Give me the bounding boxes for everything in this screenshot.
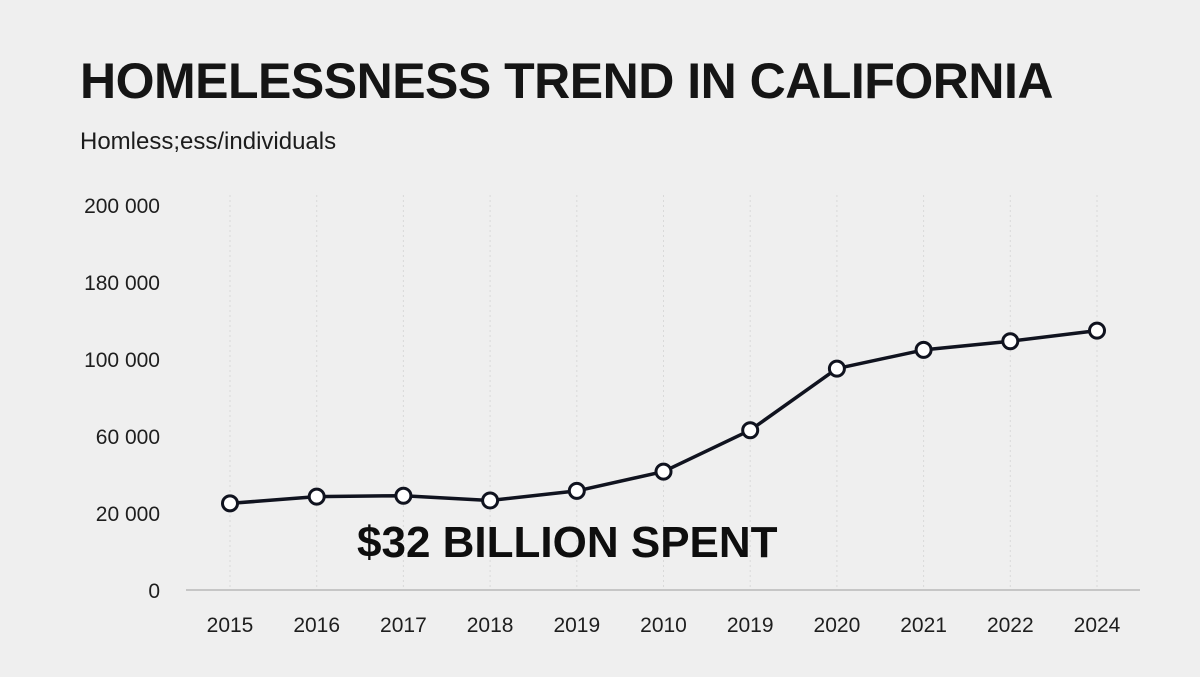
- y-tick-label: 0: [148, 580, 160, 603]
- x-axis-ticks: 2015 2016 2017 2018 2019 2010 2019 2020 2021 2022…: [207, 614, 1121, 637]
- x-tick-label: 2019: [727, 614, 774, 637]
- y-tick-label: 200 000: [84, 195, 160, 218]
- data-point: [481, 491, 500, 510]
- data-point: [221, 494, 239, 513]
- y-tick-label: 100 000: [84, 349, 160, 372]
- data-point: [307, 487, 326, 506]
- x-tick-label: 2016: [293, 614, 340, 637]
- data-point: [1001, 332, 1020, 351]
- y-tick-label: 20 000: [96, 503, 160, 526]
- x-tick-label: 2018: [467, 614, 514, 637]
- x-tick-label: 2010: [640, 614, 687, 637]
- spending-annotation: $32 BILLION SPENT: [357, 518, 778, 567]
- data-point: [741, 421, 760, 440]
- data-point: [654, 462, 673, 481]
- data-point: [1088, 321, 1106, 340]
- chart-title: HOMELESSNESS TREND IN CALIFORNIA: [80, 53, 1053, 109]
- y-axis-label: Homless;ess/individuals: [80, 128, 337, 155]
- data-point: [827, 359, 846, 378]
- data-point: [914, 340, 933, 359]
- x-tick-label: 2017: [380, 614, 427, 637]
- data-point: [394, 486, 413, 505]
- y-tick-label: 180 000: [84, 272, 160, 295]
- x-tick-label: 2015: [207, 614, 254, 637]
- grid-layer: [229, 195, 1098, 590]
- y-axis-ticks: 0 20 000 60 000 100 000 180 000 200 000: [84, 195, 160, 603]
- marker-layer: [221, 321, 1106, 513]
- x-tick-label: 2020: [814, 614, 861, 637]
- x-tick-label: 2022: [987, 614, 1034, 637]
- x-tick-label: 2021: [900, 614, 947, 637]
- x-tick-label: 2024: [1074, 614, 1121, 637]
- data-point: [567, 481, 586, 500]
- y-tick-label: 60 000: [96, 426, 160, 449]
- x-tick-label: 2019: [553, 614, 600, 637]
